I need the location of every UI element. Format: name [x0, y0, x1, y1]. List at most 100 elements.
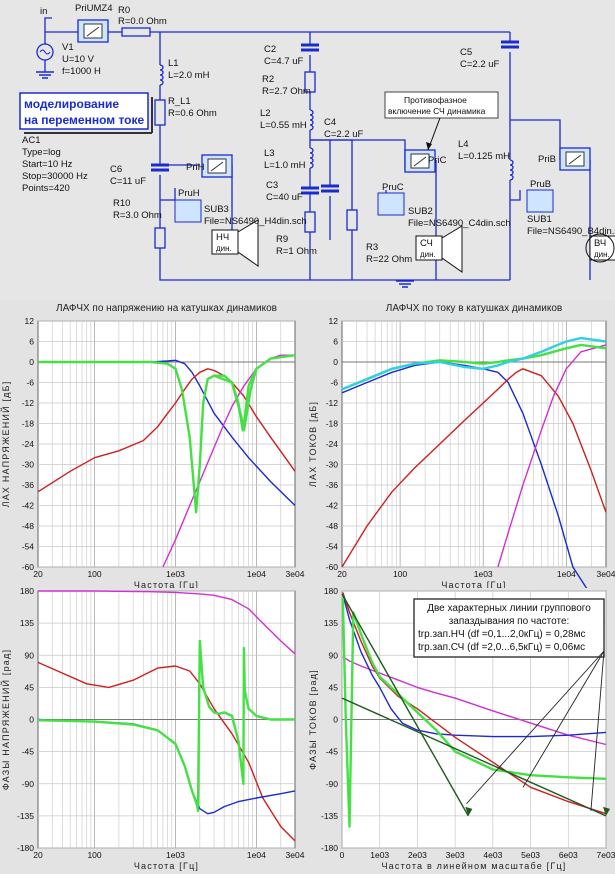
y-tick-label: -180 [321, 843, 338, 853]
x-tick-label: 1e03 [166, 850, 185, 860]
x-tick-label: 1e03 [474, 569, 493, 579]
l1-name: L1 [168, 58, 179, 69]
l3-name: L3 [264, 148, 275, 159]
group-delay-note-line: trp.зап.СЧ (df =2,0...6,5кГц) = 0,06мс [418, 642, 585, 653]
r2-name: R2 [262, 74, 274, 85]
x-tick-label: 1e04 [247, 569, 266, 579]
x-tick-label: 0 [340, 850, 345, 860]
speaker-lf-sub: дин. [216, 244, 232, 253]
y-tick-label: 12 [25, 316, 35, 326]
y-tick-label: 135 [324, 618, 338, 628]
x-tick-label: 7e03 [597, 850, 615, 860]
y-tick-label: -6 [330, 378, 338, 388]
y-tick-label: 135 [20, 618, 34, 628]
r9-name: R9 [276, 234, 288, 245]
x-tick-label: 4e03 [483, 850, 502, 860]
x-tick-label: 20 [33, 569, 43, 579]
y-tick-label: 6 [29, 337, 34, 347]
y-axis-label: ЛАХ НАПРЯЖЕНИЙ [дБ] [0, 381, 11, 508]
x-tick-label: 100 [393, 569, 407, 579]
pru-b-label: PruB [530, 179, 551, 190]
note-pointer-line [522, 650, 605, 788]
y-tick-label: -18 [326, 419, 339, 429]
pri-b-label: PriB [538, 154, 556, 165]
y-tick-label: -135 [17, 811, 34, 821]
l4-name: L4 [458, 139, 469, 150]
pru-h-label: PruH [178, 188, 200, 199]
r9-value: R=1 Ohm [276, 246, 317, 257]
c2-value: C=4.7 uF [264, 56, 304, 67]
x-tick-label: 3e03 [446, 850, 465, 860]
speaker-hf-label: ВЧ [594, 238, 606, 249]
note-pointer-line [466, 650, 605, 805]
x-tick-label: 1e03 [166, 569, 185, 579]
arrowhead-gd-MF [603, 806, 610, 816]
sub3-file: File=NS6490_H4din.sch [204, 216, 307, 227]
c6-name: C6 [110, 164, 122, 175]
x-tick-label: 100 [87, 850, 101, 860]
y-tick-label: -54 [22, 542, 35, 552]
c3-value: C=40 uF [266, 192, 303, 203]
x-tick-label: 1e04 [557, 569, 576, 579]
ac1-name: AC1 [22, 135, 40, 146]
c5-value: C=2.2 uF [460, 59, 500, 70]
y-tick-label: 180 [20, 588, 34, 596]
y-tick-label: 90 [329, 650, 339, 660]
y-tick-label: -60 [22, 562, 35, 572]
y-tick-label: 6 [333, 337, 338, 347]
schematic: in PriUMZ4 R0 R=0.0 Ohm V1 U=10 V f=1000… [0, 0, 615, 300]
x-tick-label: 3e04 [286, 850, 305, 860]
sub2-name: SUB2 [408, 206, 433, 217]
chart-title: ЛАФЧХ по напряжению на катушках динамико… [56, 303, 277, 314]
series-gd-LF [341, 593, 469, 817]
y-tick-label: -42 [326, 501, 339, 511]
r3-name: R3 [366, 242, 378, 253]
series-MF [341, 368, 607, 568]
y-axis-label: ФАЗЫ НАПРЯЖЕНИЙ [рад] [0, 649, 11, 790]
y-tick-label: -24 [326, 439, 339, 449]
v1-frequency: f=1000 H [62, 66, 101, 77]
y-tick-label: -90 [326, 779, 339, 789]
group-delay-note-line: trp.зап.НЧ (df =0,1...2,0кГц) = 0,28мс [418, 629, 585, 640]
group-delay-note-line: запаздывания по частоте: [449, 616, 570, 627]
r2-value: R=2.7 Ohm [262, 86, 311, 97]
v1-voltage: U=10 V [62, 54, 95, 65]
r-l1-value: R=0.6 Ohm [168, 108, 217, 119]
pru-c-label: PruC [382, 182, 404, 193]
r10-name: R10 [113, 198, 130, 209]
chart-title: ЛАФЧХ по току в катушках динамиков [386, 303, 562, 314]
y-tick-label: 90 [25, 650, 35, 660]
y-tick-label: -180 [17, 843, 34, 853]
pri-umz4-label: PriUMZ4 [75, 3, 112, 14]
x-axis-label: Частота в линейном масштабе [Гц] [381, 861, 566, 871]
group-delay-note-box [413, 598, 605, 658]
x-tick-label: 3e04 [286, 569, 305, 579]
y-tick-label: 45 [329, 682, 339, 692]
speaker-hf-sub: дин. [594, 250, 610, 259]
y-tick-label: -30 [22, 460, 35, 470]
y-tick-label: -6 [26, 378, 34, 388]
y-tick-label: 180 [324, 588, 338, 596]
x-tick-label: 6e03 [559, 850, 578, 860]
x-axis-label: Частота [Гц] [134, 580, 199, 588]
x-tick-label: 1e04 [247, 850, 266, 860]
y-tick-label: -54 [326, 542, 339, 552]
speaker-lf-label: НЧ [216, 232, 229, 243]
series-MF [37, 368, 296, 493]
x-tick-label: 2e03 [408, 850, 427, 860]
node-in-label: in [40, 6, 47, 17]
y-tick-label: 0 [333, 715, 338, 725]
sub3-name: SUB3 [204, 204, 229, 215]
y-tick-label: -24 [22, 439, 35, 449]
modeling-box-line1: моделирование [24, 97, 119, 111]
series-HF [497, 344, 607, 568]
r-l1-name: R_L1 [168, 96, 191, 107]
x-tick-label: 3e04 [597, 569, 615, 579]
y-tick-label: -60 [326, 562, 339, 572]
y-tick-label: 45 [25, 682, 35, 692]
l4-value: L=0.125 mH [458, 151, 510, 162]
y-axis-label: ФАЗЫ ТОКОВ [рад] [308, 669, 318, 770]
